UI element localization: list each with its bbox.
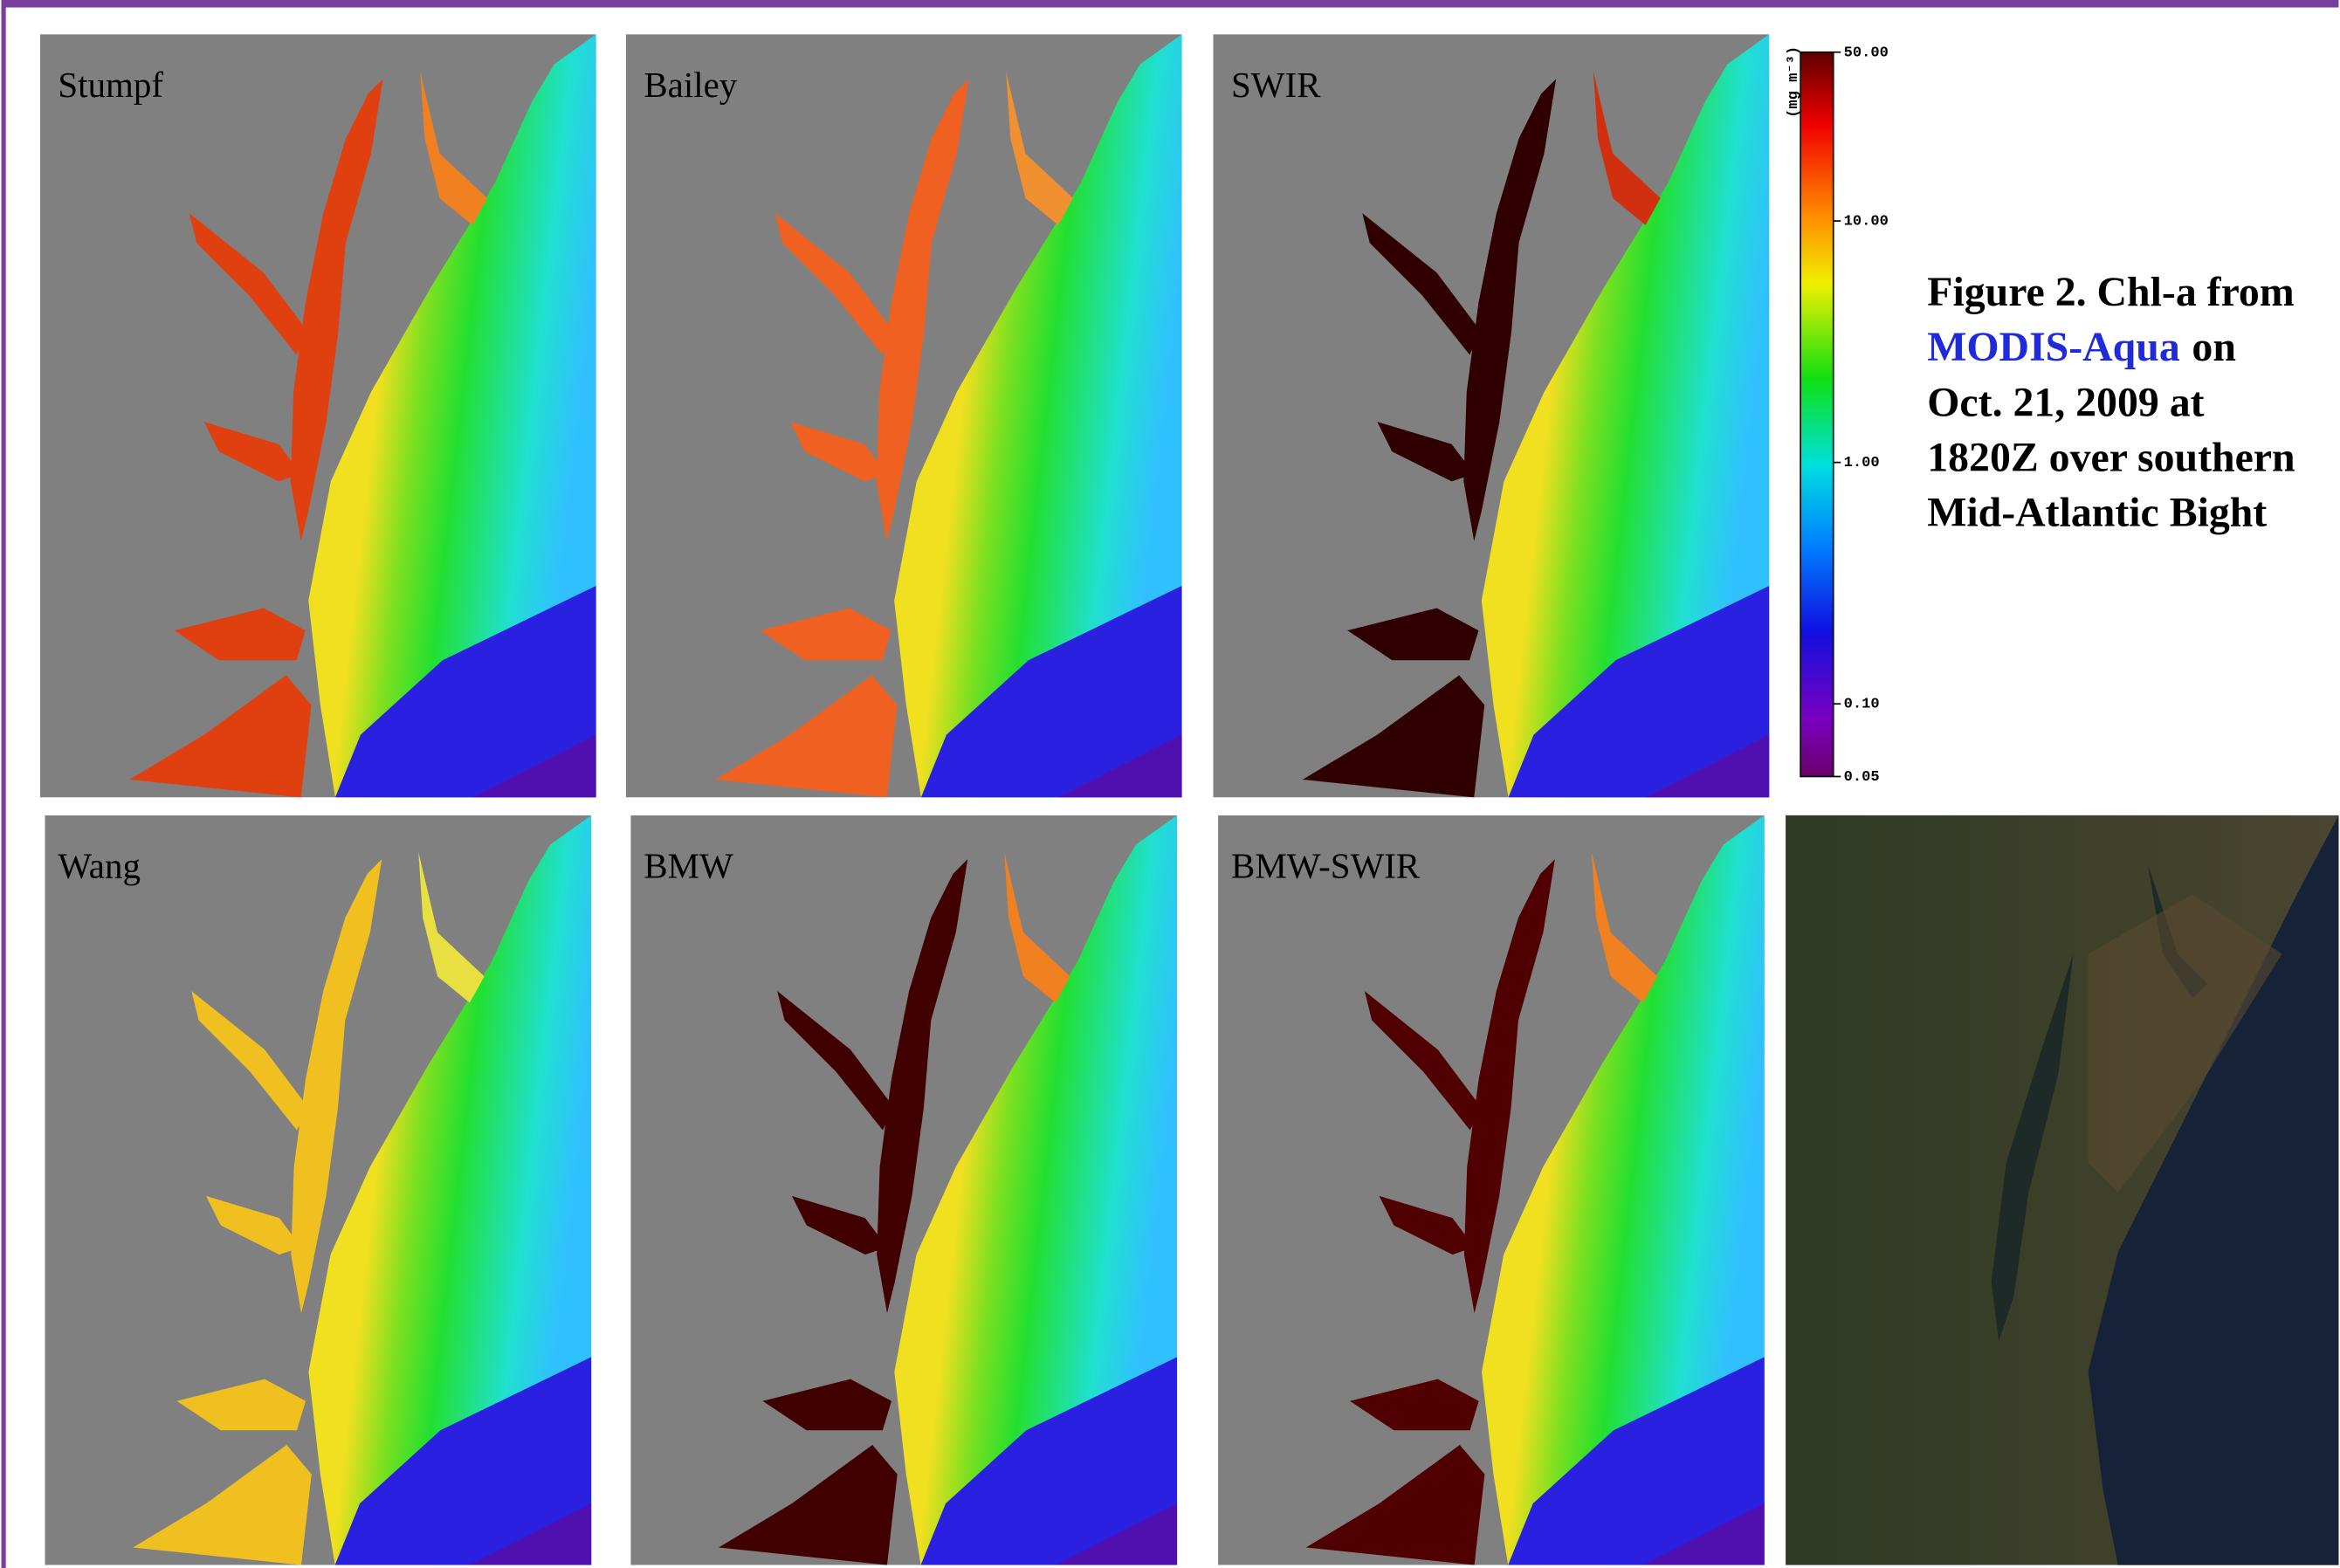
map-panel: Wang <box>45 815 592 1565</box>
colorbar-unit: (mg m⁻³) <box>1786 46 1802 118</box>
left-rule <box>2 0 6 1568</box>
map-panel: Bailey <box>626 34 1182 797</box>
map-image <box>630 815 1177 1565</box>
panels: Stumpf Bailey SWIR Wang BMW BMW-SWIR <box>40 34 1769 1565</box>
colorbar-tick-label: 50.00 <box>1844 45 1889 61</box>
caption-text: Figure 2. Chl-a from <box>1927 269 2294 315</box>
colorbar-tick-label: 1.00 <box>1844 455 1880 471</box>
figure: Stumpf Bailey SWIR Wang BMW BMW-SWIR (mg m⁻³)… <box>0 0 2340 1568</box>
true-color-image <box>1786 815 2338 1565</box>
map-image <box>45 815 592 1565</box>
caption-text: on <box>2192 324 2235 370</box>
colorbar-tick-label: 10.00 <box>1844 214 1889 230</box>
panel-label: SWIR <box>1231 65 1321 105</box>
map-image <box>1218 815 1765 1565</box>
map-image <box>626 34 1182 797</box>
map-panel: Stumpf <box>40 34 596 797</box>
caption-text: MODIS-Aqua <box>1927 324 2180 370</box>
map-panel: SWIR <box>1214 34 1770 797</box>
panel-label: Stumpf <box>58 65 163 105</box>
caption: Figure 2. Chl-a from MODIS-Aqua on Oct. 21,… <box>1927 269 2295 536</box>
caption-text: Mid-Atlantic Bight <box>1927 490 2267 536</box>
colorbar-tick-label: 0.05 <box>1844 769 1880 786</box>
panel-label: BMW <box>644 846 733 886</box>
map-image <box>40 34 596 797</box>
colorbar <box>1800 52 1834 777</box>
caption-text: Oct. 21, 2009 at <box>1927 379 2204 425</box>
colorbar-tick-label: 0.10 <box>1844 697 1880 713</box>
map-panel: BMW <box>630 815 1177 1565</box>
panel-label: BMW-SWIR <box>1231 846 1421 886</box>
page: {"panels": ["Stumpf", "Bailey", "SWIR", … <box>0 0 2340 1568</box>
top-rule <box>2 0 2339 8</box>
panel-label: Wang <box>58 846 141 886</box>
caption-text: 1820Z over southern <box>1927 434 2295 480</box>
panel-label: Bailey <box>644 65 737 105</box>
colorbar-ticks: 50.00 10.00 1.00 0.10 0.05 <box>1834 45 1889 786</box>
map-panel: BMW-SWIR <box>1218 815 1765 1565</box>
map-image <box>1214 34 1770 797</box>
